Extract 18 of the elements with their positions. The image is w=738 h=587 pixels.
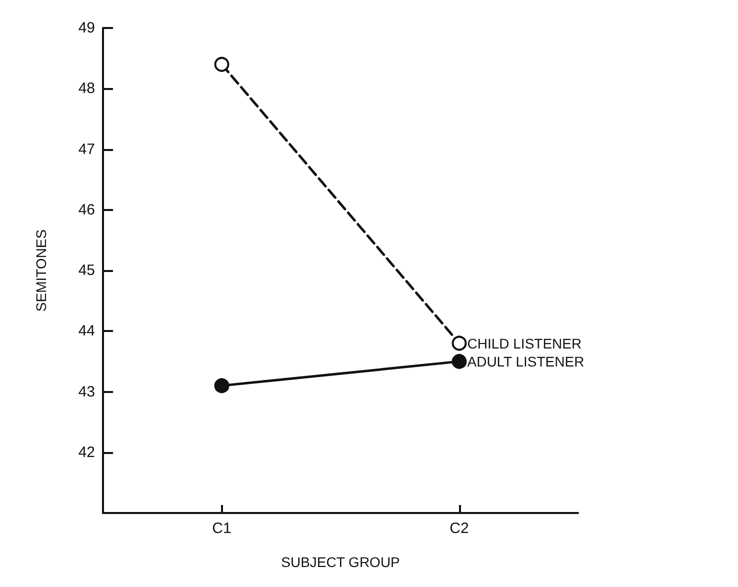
y-tick-label: 48 bbox=[78, 80, 95, 98]
point bbox=[452, 354, 467, 369]
point bbox=[214, 56, 230, 72]
point bbox=[452, 336, 467, 351]
x-tick-label: C1 bbox=[212, 520, 232, 537]
y-tick-label: 45 bbox=[78, 262, 95, 279]
x-tick-label: C2 bbox=[450, 520, 469, 537]
y-tick-label: 42 bbox=[78, 444, 95, 461]
y-axis-title: SEMITONES bbox=[33, 229, 49, 312]
y-tick-label: 44 bbox=[78, 322, 95, 340]
series-label: ADULT LISTENER bbox=[467, 353, 584, 370]
x-axis-title: SUBJECT GROUP bbox=[281, 554, 400, 570]
y-tick-label: 46 bbox=[78, 201, 95, 218]
y-tick-label: 43 bbox=[78, 383, 95, 400]
series-label: CHILD LISTENER bbox=[467, 335, 582, 352]
y-tick-label: 49 bbox=[78, 20, 95, 36]
point bbox=[214, 378, 230, 394]
y-tick-label: 47 bbox=[78, 140, 95, 158]
